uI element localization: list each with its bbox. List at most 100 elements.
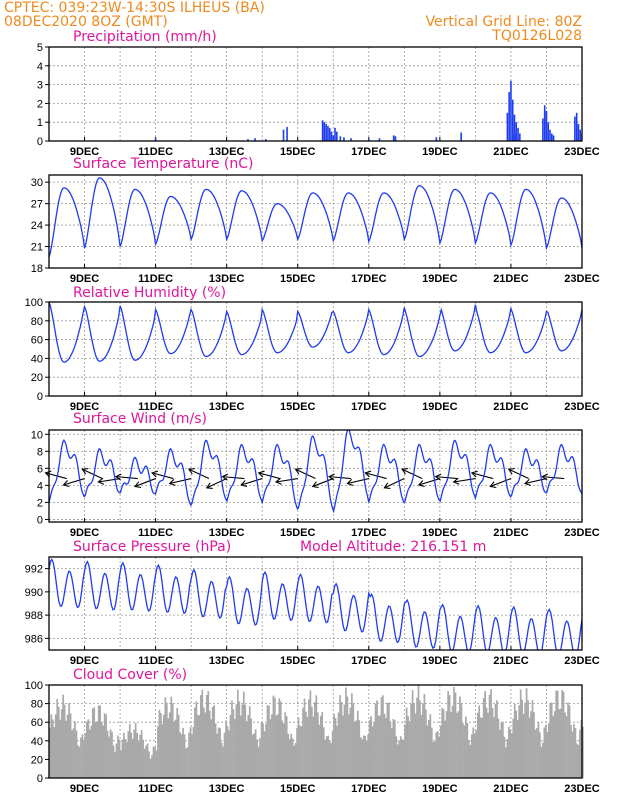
cloud-bar	[72, 728, 75, 778]
cloud-bar	[507, 726, 510, 778]
cloud-bar	[140, 730, 143, 778]
cloud-bar	[377, 715, 380, 778]
wind-arrow	[524, 478, 547, 485]
cloud-bar	[568, 705, 571, 778]
wind-arrow	[471, 472, 494, 480]
rh-line	[49, 302, 582, 363]
cloud-bar	[173, 721, 176, 778]
cloud-bar	[197, 714, 199, 778]
cloud-bar	[462, 722, 464, 778]
rh-xtick-label: 21DEC	[493, 401, 529, 413]
cloud-bar	[515, 710, 518, 778]
cloud-bar	[65, 720, 67, 778]
cloud-bar	[392, 718, 395, 778]
cloud-bar	[490, 689, 492, 778]
cloud-bar	[245, 721, 248, 778]
cloud-bar	[509, 729, 512, 778]
cloud-bar	[420, 714, 423, 778]
cloud-bar	[510, 733, 513, 778]
cloud-bar	[556, 690, 559, 778]
cloud-bar	[308, 699, 310, 778]
cloud-bar	[413, 703, 415, 778]
pres-xtick-label: 19DEC	[422, 655, 458, 667]
wind-arrowhead	[240, 480, 248, 487]
pres-ytick-label: 988	[25, 610, 43, 622]
cloud-bar	[294, 743, 297, 778]
precip-bar	[247, 139, 249, 141]
cloud-bar	[69, 713, 72, 778]
wind-ytick-label: 0	[37, 514, 43, 526]
cloud-bar	[380, 697, 383, 778]
cloud-bar	[481, 717, 484, 778]
cloud-bar	[558, 709, 560, 778]
cloud-bar	[324, 739, 327, 778]
cloud-bar	[478, 705, 481, 778]
cloud-bar	[542, 742, 544, 778]
cloud-bar	[573, 724, 575, 778]
cloud-bar	[432, 742, 435, 778]
cloud-bar	[460, 702, 463, 778]
cloud-bar	[309, 690, 312, 778]
temp-ytick-label: 24	[31, 220, 43, 232]
wind-arrow	[206, 478, 227, 489]
cloud-bar	[291, 738, 294, 778]
cloud-bar	[57, 706, 60, 778]
wind-arrowhead	[257, 470, 265, 478]
cloud-bar	[346, 696, 349, 778]
precip-bar	[552, 135, 555, 141]
cloud-bar	[487, 712, 489, 778]
temp-xtick-label: 9DEC	[70, 273, 99, 285]
wind-arrowhead	[134, 481, 142, 489]
cloud-bar	[296, 727, 298, 778]
cloud-bar	[441, 707, 444, 778]
precip-ytick-label: 2	[37, 98, 43, 110]
wind-arrow	[329, 476, 352, 480]
cloud-bar	[550, 702, 553, 778]
temp-ytick-label: 30	[31, 177, 43, 189]
cloud-bar	[404, 724, 407, 778]
cloud-bar	[482, 698, 485, 778]
cloud-bar	[512, 718, 515, 778]
cloud-bar	[247, 715, 250, 778]
cloud-xtick-label: 11DEC	[138, 783, 173, 795]
wind-xtick-label: 15DEC	[280, 527, 316, 539]
cloud-bar	[91, 708, 94, 778]
cloud-bar	[145, 745, 147, 778]
wind-arrowhead	[114, 473, 122, 481]
cloud-xtick-label: 23DEC	[564, 783, 600, 795]
wind-arrowhead	[328, 473, 335, 481]
cloud-bar	[436, 731, 439, 778]
cloud-bar	[248, 706, 251, 778]
cloud-bar	[180, 734, 183, 778]
cloud-bar	[254, 729, 257, 778]
station-header: CPTEC: 039:23W-14:30S ILHEUS (BA)	[4, 0, 265, 16]
cloud-bar	[241, 704, 244, 778]
precip-bar	[515, 122, 518, 141]
cloud-bar	[484, 691, 486, 778]
cloud-bar	[385, 717, 387, 778]
wind-arrow	[295, 468, 316, 480]
rh-frame	[48, 301, 583, 397]
cloud-bar	[200, 695, 202, 778]
cloud-bar	[321, 711, 324, 778]
cloud-bar	[401, 739, 404, 778]
pres-line	[49, 558, 582, 650]
cloud-bar	[228, 730, 230, 778]
cloud-bar	[570, 724, 572, 778]
cloud-bar	[337, 712, 340, 778]
cloud-bar	[476, 712, 479, 778]
cloud-bar	[118, 739, 121, 778]
cloud-bar	[561, 690, 563, 778]
grid-line-label: Vertical Grid Line: 80Z	[426, 14, 582, 30]
cloud-bar	[356, 710, 359, 778]
pres-ytick-label: 990	[25, 587, 43, 599]
cloud-bar	[285, 716, 288, 778]
cloud-bar	[499, 729, 501, 778]
temp-line	[49, 177, 582, 258]
cloud-bar	[430, 727, 433, 778]
cloud-bar	[100, 722, 103, 778]
cloud-bar	[540, 746, 543, 778]
cloud-bar	[359, 737, 362, 778]
pres-ytick-label: 986	[25, 633, 43, 645]
cloud-bar	[408, 721, 411, 778]
